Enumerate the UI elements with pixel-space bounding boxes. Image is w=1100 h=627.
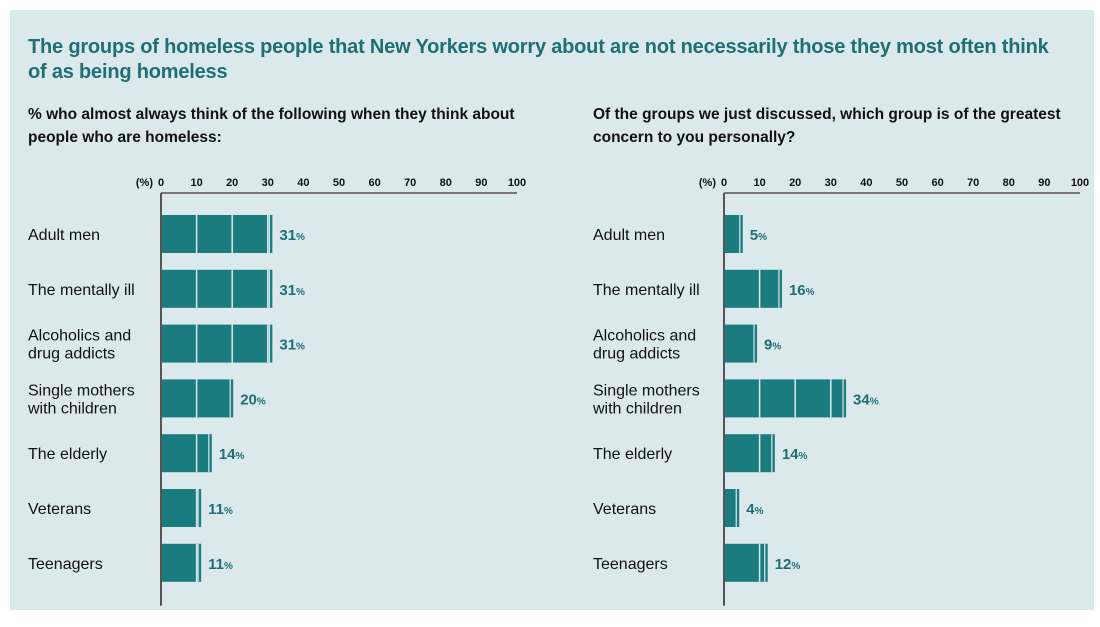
- right-value-label: 16%: [789, 282, 815, 299]
- left-bar: [162, 215, 273, 253]
- right-category-label: Teenagers: [593, 556, 668, 573]
- right-tick-label: 10: [753, 177, 765, 189]
- right-bar-chart: (%) 0 10 20 30 40 50 60 70 80 90 100 Adult men 5% The …: [592, 177, 1089, 606]
- right-tick-label: 70: [967, 177, 979, 189]
- left-tick-label: 60: [368, 177, 380, 189]
- left-bar: [162, 269, 273, 308]
- right-tick-label: 20: [789, 177, 801, 189]
- right-axis-unit-label: (%): [699, 177, 716, 189]
- left-category-label: The elderly: [28, 446, 107, 463]
- right-category-label: Veterans: [593, 501, 656, 518]
- left-bar: [162, 489, 202, 527]
- right-bar: [725, 215, 743, 253]
- left-tick-label: 80: [440, 177, 452, 189]
- left-bar: [162, 324, 273, 363]
- right-tick-label: 0: [721, 177, 727, 189]
- left-tick-label: 90: [475, 177, 487, 189]
- right-value-label: 34%: [853, 391, 879, 408]
- left-value-label: 31%: [279, 227, 305, 244]
- right-value-label: 4%: [746, 501, 763, 518]
- right-value-label: 9%: [764, 337, 781, 354]
- left-value-label: 11%: [208, 501, 233, 518]
- right-bar: [725, 324, 758, 363]
- left-bar-chart: (%) 0 10 20 30 40 50 60 70 80 90 100 Adult men 31% The…: [27, 177, 526, 606]
- left-tick-label: 10: [190, 177, 202, 189]
- left-value-label: 31%: [279, 282, 305, 299]
- left-category-label: Teenagers: [28, 556, 103, 573]
- right-bar: [725, 379, 847, 418]
- right-bar: [725, 543, 768, 582]
- left-category-label: Adult men: [28, 227, 100, 244]
- left-value-label: 31%: [279, 337, 305, 354]
- left-bar: [162, 543, 202, 582]
- right-value-label: 12%: [775, 556, 801, 573]
- left-tick-label: 100: [508, 177, 526, 189]
- right-tick-label: 80: [1003, 177, 1015, 189]
- right-tick-label: 40: [860, 177, 872, 189]
- left-bar: [162, 379, 234, 418]
- left-value-label: 20%: [240, 391, 266, 408]
- chart-title: The groups of homeless people that New Y…: [28, 36, 1049, 83]
- left-value-label: 14%: [219, 446, 245, 463]
- right-category-label: The elderly: [593, 446, 672, 463]
- right-chart-subtitle: Of the groups we just discussed, which g…: [593, 106, 1061, 146]
- right-category-label: The mentally ill: [593, 282, 700, 299]
- right-category-label: Single mothers with children: [592, 382, 700, 417]
- left-tick-label: 20: [226, 177, 238, 189]
- right-tick-label: 90: [1038, 177, 1050, 189]
- left-axis-unit-label: (%): [136, 177, 153, 189]
- left-category-label: Alcoholics and drug addicts: [28, 328, 131, 363]
- left-category-label: The mentally ill: [28, 282, 135, 299]
- left-category-label: Single mothers with children: [27, 382, 135, 417]
- right-tick-label: 60: [931, 177, 943, 189]
- left-tick-label: 30: [262, 177, 274, 189]
- right-value-label: 14%: [782, 446, 808, 463]
- left-tick-label: 0: [158, 177, 164, 189]
- left-bar: [162, 434, 212, 473]
- left-tick-label: 50: [333, 177, 345, 189]
- left-tick-label: 40: [297, 177, 309, 189]
- right-category-label: Adult men: [593, 227, 665, 244]
- right-category-label: Alcoholics and drug addicts: [593, 328, 696, 363]
- left-chart-subtitle: % who almost always think of the followi…: [28, 106, 515, 146]
- right-bar: [725, 434, 775, 473]
- left-value-label: 11%: [208, 556, 233, 573]
- right-tick-label: 30: [825, 177, 837, 189]
- right-bar: [725, 269, 782, 308]
- right-tick-label: 100: [1071, 177, 1089, 189]
- left-tick-label: 70: [404, 177, 416, 189]
- right-tick-label: 50: [896, 177, 908, 189]
- left-category-label: Veterans: [28, 501, 91, 518]
- right-value-label: 5%: [750, 227, 767, 244]
- right-bar: [725, 489, 740, 527]
